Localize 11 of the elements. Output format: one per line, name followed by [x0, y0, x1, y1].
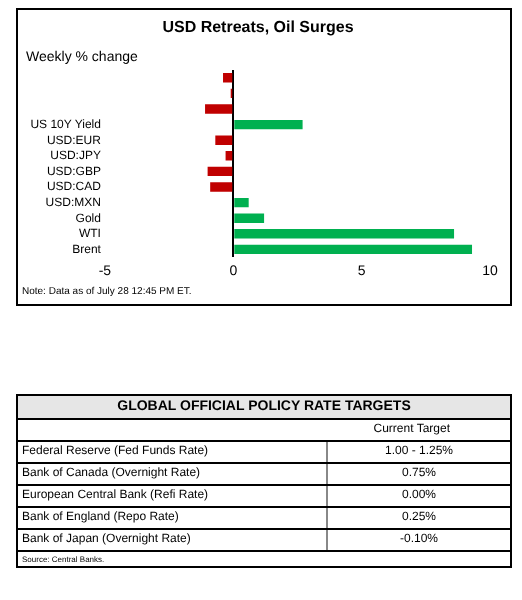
- bar: [207, 166, 233, 177]
- bar: [205, 104, 233, 114]
- bar: [234, 197, 249, 208]
- bar: [210, 182, 233, 192]
- bar: [215, 135, 233, 145]
- bar: [234, 119, 303, 130]
- bar: [234, 213, 265, 223]
- bar: [223, 73, 233, 83]
- bar: [234, 229, 455, 239]
- bar: [234, 244, 473, 255]
- chart-title: USD Retreats, Oil Surges: [162, 18, 355, 37]
